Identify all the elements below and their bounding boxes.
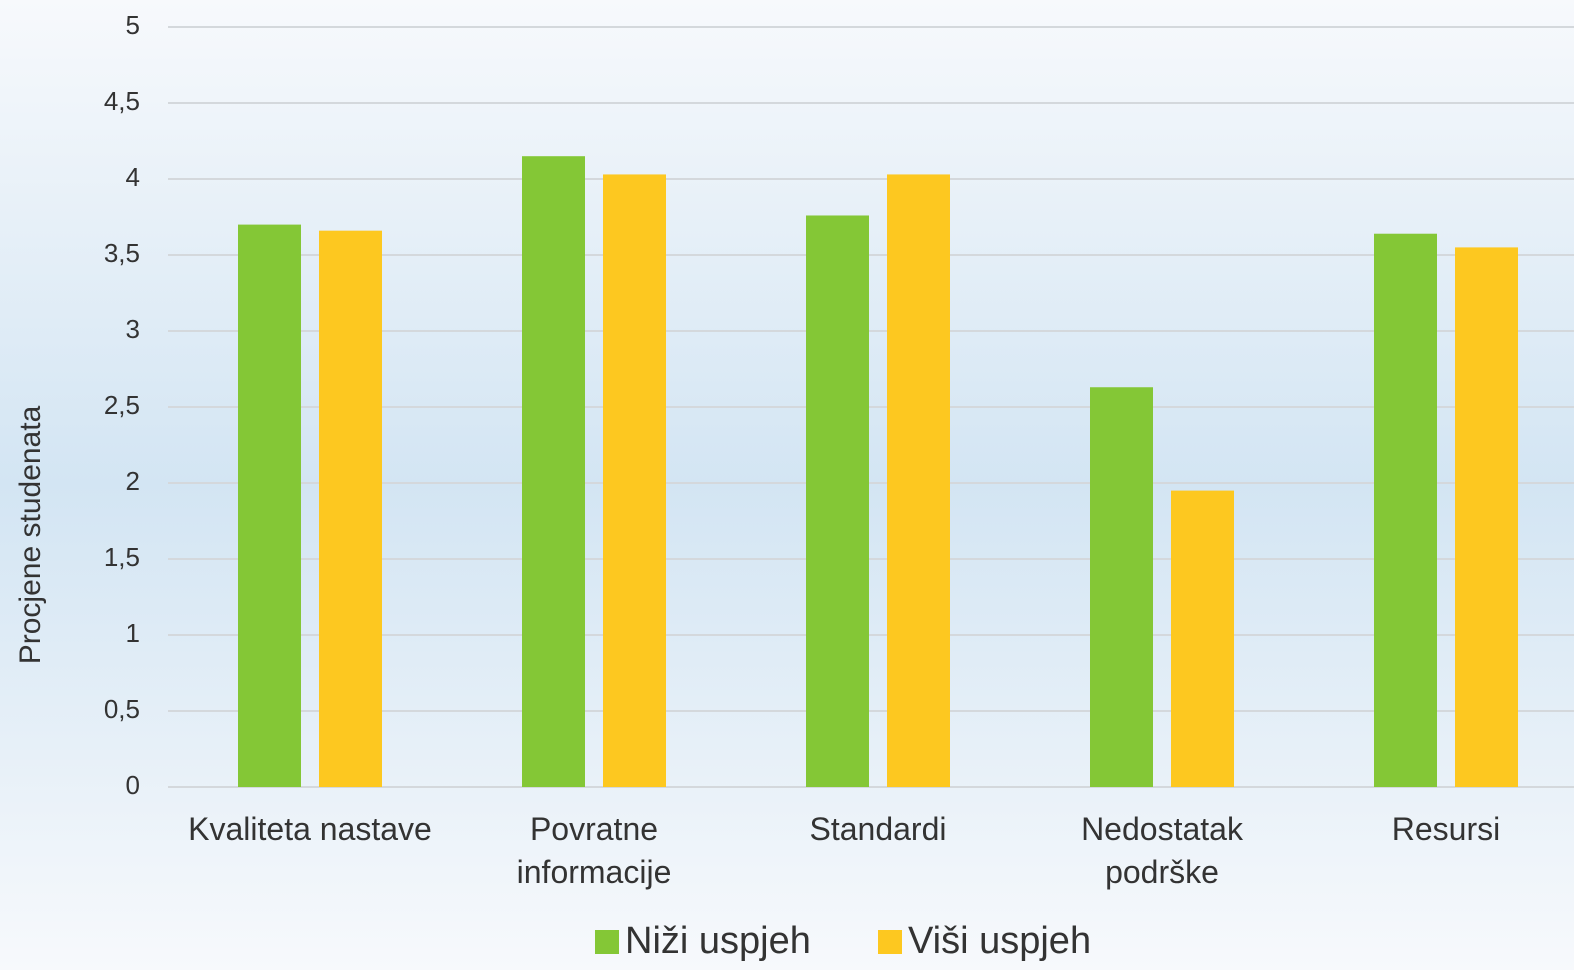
- x-tick-label: Resursi: [1392, 811, 1500, 847]
- x-tick-label-line: Nedostatak: [1081, 811, 1244, 847]
- y-tick-label: 1: [126, 618, 140, 648]
- x-tick-label: Nedostatak podrške: [1081, 811, 1244, 890]
- x-tick-label-line: Povratne: [530, 811, 658, 847]
- y-tick-label: 2,5: [104, 390, 140, 420]
- y-tick-label: 5: [126, 10, 140, 40]
- x-tick-label: Povratne informacije: [517, 811, 672, 890]
- y-tick-label: 2: [126, 466, 140, 496]
- x-tick-label: Kvaliteta nastave: [188, 811, 432, 847]
- legend-swatch: [595, 930, 619, 954]
- x-tick-label-line: informacije: [517, 854, 672, 890]
- bar: [1374, 233, 1437, 788]
- y-tick-label: 0: [126, 770, 140, 800]
- bar: [238, 224, 301, 788]
- y-tick-label: 4,5: [104, 86, 140, 116]
- y-axis-title: Procjene studenata: [14, 405, 47, 664]
- legend-label: Niži uspjeh: [625, 920, 811, 962]
- legend-label: Viši uspjeh: [908, 920, 1091, 962]
- x-tick-label-line: Kvaliteta nastave: [188, 811, 432, 847]
- bar: [603, 174, 666, 787]
- bar: [806, 215, 869, 788]
- y-tick-label: 0,5: [104, 694, 140, 724]
- bar: [1171, 490, 1234, 787]
- y-tick-label: 3: [126, 314, 140, 344]
- bar: [887, 174, 950, 787]
- x-tick-label-line: Resursi: [1392, 811, 1500, 847]
- x-tick-label-line: Standardi: [810, 811, 947, 847]
- bar: [319, 230, 382, 787]
- bar: [1090, 387, 1153, 787]
- bar: [522, 156, 585, 787]
- y-tick-label: 1,5: [104, 542, 140, 572]
- y-tick-label: 4: [126, 162, 140, 192]
- bar: [1455, 247, 1518, 787]
- x-tick-label: Standardi: [810, 811, 947, 847]
- legend-swatch: [878, 930, 902, 954]
- y-tick-label: 3,5: [104, 238, 140, 268]
- x-tick-label-line: podrške: [1105, 854, 1219, 890]
